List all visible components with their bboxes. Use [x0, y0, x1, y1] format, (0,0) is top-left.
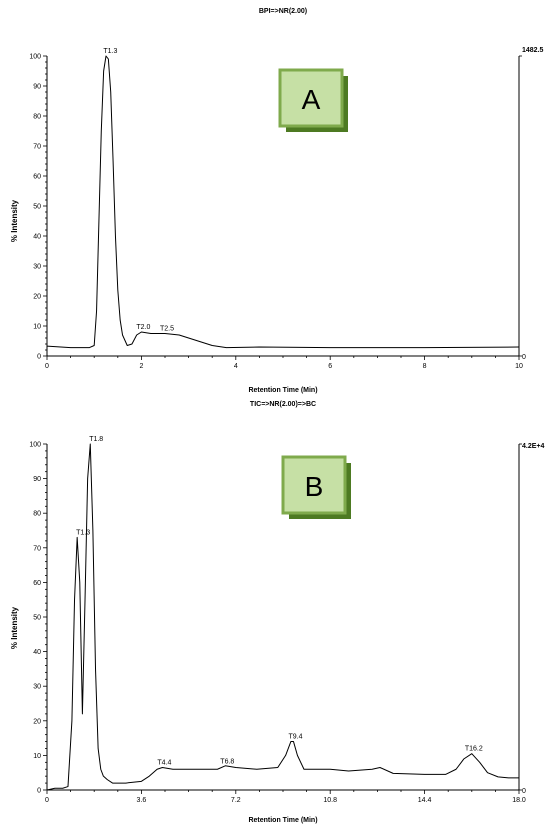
y-tick-label: 100 — [29, 54, 41, 61]
chart-panel-b: TIC=>NR(2.00)=>BC % Intensity Retention … — [10, 401, 544, 824]
peak-label: T1.3 — [103, 48, 117, 55]
x-tick-label: 3.6 — [137, 797, 147, 804]
peak-label: T4.4 — [157, 760, 171, 767]
y-axis-label: % Intensity — [10, 606, 19, 649]
panel-label: A — [302, 84, 321, 115]
peak-label: T9.4 — [288, 734, 302, 741]
x-axis-label: Retention Time (Min) — [248, 817, 317, 824]
x-axis-label: Retention Time (Min) — [248, 387, 317, 394]
chart-title: BPI=>NR(2.00) — [259, 8, 307, 15]
x-tick-label: 0 — [45, 363, 49, 370]
peak-label: T16.2 — [465, 746, 483, 753]
y-tick-label: 60 — [33, 580, 41, 587]
y-tick-label: 10 — [33, 324, 41, 331]
peak-label: T2.5 — [160, 326, 174, 333]
y-axis-label: % Intensity — [10, 199, 19, 242]
right-axis-max-label: 4.2E+4 — [522, 443, 544, 450]
panel-badge: A — [278, 68, 348, 132]
chromatogram-trace — [46, 443, 519, 791]
x-tick-label: 4 — [234, 363, 238, 370]
chart-title: TIC=>NR(2.00)=>BC — [250, 401, 316, 408]
x-tick-label: 7.2 — [231, 797, 241, 804]
y-tick-label: 90 — [33, 476, 41, 483]
y-tick-label: 30 — [33, 684, 41, 691]
right-axis-max-label: 1482.5 — [522, 47, 544, 54]
y-tick-label: 90 — [33, 84, 41, 91]
peak-label: T1.3 — [76, 529, 90, 536]
x-tick-label: 14.4 — [418, 797, 432, 804]
y-tick-label: 100 — [29, 442, 41, 449]
x-tick-label: 0 — [45, 797, 49, 804]
y-tick-label: 70 — [33, 144, 41, 151]
peak-label: T2.0 — [136, 324, 150, 331]
chromatogram-trace — [46, 55, 520, 349]
y-tick-label: 50 — [33, 204, 41, 211]
x-tick-label: 8 — [423, 363, 427, 370]
y-tick-label: 20 — [33, 294, 41, 301]
x-tick-label: 6 — [328, 363, 332, 370]
y-tick-label: 80 — [33, 511, 41, 518]
y-tick-label: 30 — [33, 264, 41, 271]
y-tick-label: 80 — [33, 114, 41, 121]
peak-label: T6.8 — [220, 758, 234, 765]
y-tick-label: 60 — [33, 174, 41, 181]
chart-panel-a: BPI=>NR(2.00) % Intensity Retention Time… — [10, 8, 544, 394]
peak-label: T1.8 — [89, 436, 103, 443]
x-tick-label: 10.8 — [323, 797, 337, 804]
y-tick-label: 20 — [33, 718, 41, 725]
right-axis-zero-label: 0 — [522, 354, 526, 361]
y-tick-label: 0 — [37, 354, 41, 361]
x-tick-label: 18.0 — [512, 797, 526, 804]
y-tick-label: 10 — [33, 753, 41, 760]
y-tick-label: 50 — [33, 615, 41, 622]
y-tick-label: 0 — [37, 788, 41, 795]
y-tick-label: 70 — [33, 545, 41, 552]
right-axis-zero-label: 0 — [522, 788, 526, 795]
y-tick-label: 40 — [33, 649, 41, 656]
panel-label: B — [305, 471, 324, 502]
panel-badge: B — [281, 455, 351, 519]
y-tick-label: 40 — [33, 234, 41, 241]
x-tick-label: 10 — [515, 363, 523, 370]
x-tick-label: 2 — [139, 363, 143, 370]
